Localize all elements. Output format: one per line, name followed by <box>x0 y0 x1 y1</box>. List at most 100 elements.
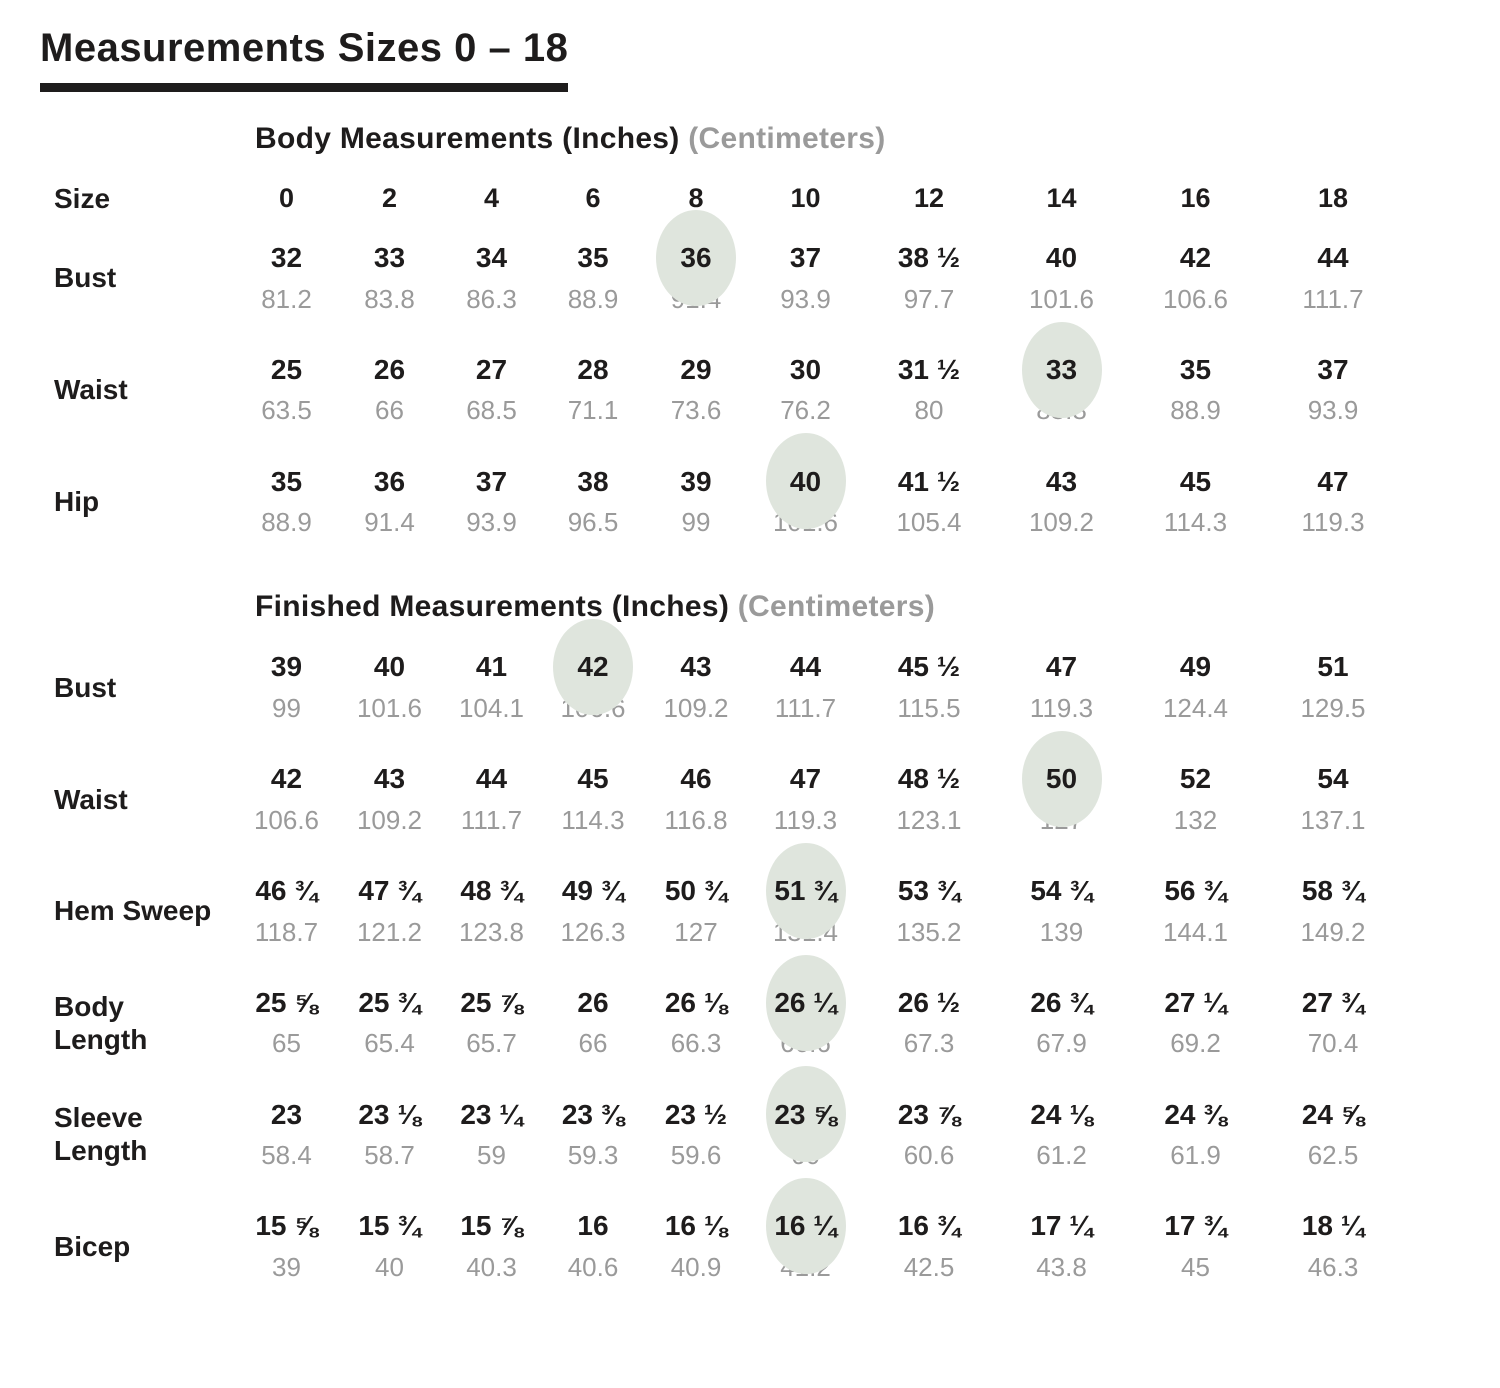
inch-value: 47 ¾ <box>358 874 421 906</box>
cm-value: 83.8 <box>364 283 415 314</box>
value-cell: 25 ⅞ 65.7 <box>441 986 542 1060</box>
inch-value: 37 <box>789 242 822 274</box>
cm-value: 116.8 <box>664 804 728 835</box>
cm-value: 96.5 <box>567 507 619 538</box>
cm-value: 63.5 <box>261 395 312 426</box>
value-cell: 38 96.5 <box>542 465 644 539</box>
inch-value: 33 <box>995 353 1128 387</box>
cm-value: 97.7 <box>903 283 955 314</box>
value-cell: 29 73.6 <box>644 353 748 427</box>
cm-value: 104.1 <box>458 692 525 723</box>
inch-value: 38 ½ <box>897 242 961 274</box>
section-heading-inches: Body Measurements (Inches) <box>255 122 689 155</box>
value-cell: 44 111.7 <box>1263 241 1403 315</box>
inch-value: 26 ½ <box>897 986 961 1018</box>
inch-value: 17 ¼ <box>1030 1210 1093 1242</box>
size-header-cell: 2 <box>338 183 441 214</box>
cm-value: 40 <box>375 1251 404 1282</box>
value-cell: 41 ½ 105.4 <box>863 465 995 539</box>
cm-value: 139 <box>1039 916 1084 947</box>
value-cell: 25 ¾ 65.4 <box>338 986 441 1060</box>
inch-value: 43 <box>1045 465 1078 497</box>
value-cell: 45 114.3 <box>542 762 644 836</box>
value-cell: 48 ½ 123.1 <box>863 762 995 836</box>
cm-value: 58.4 <box>261 1140 312 1171</box>
cm-value: 61.2 <box>1036 1140 1087 1171</box>
value-cell: 39 99 <box>235 650 338 724</box>
size-value: 2 <box>381 183 398 214</box>
value-cell: 42 106.6 <box>235 762 338 836</box>
value-cell-highlighted: 33 83.8 <box>995 353 1128 427</box>
cm-value: 88.9 <box>567 283 619 314</box>
cm-value: 65 <box>272 1028 301 1059</box>
value-cell: 53 ¾ 135.2 <box>863 874 995 948</box>
inch-value: 23 <box>270 1098 303 1130</box>
inch-value: 47 <box>1317 465 1349 497</box>
cm-value: 109.2 <box>356 804 423 835</box>
size-header-row: Size 0 2 4 6 8 10 12 14 16 18 <box>40 182 1460 215</box>
inch-value: 34 <box>475 242 508 274</box>
value-cell: 23 ⅜ 59.3 <box>542 1098 644 1172</box>
cm-value: 86.3 <box>466 283 517 314</box>
inch-value: 24 ⅜ <box>1164 1098 1227 1130</box>
value-cell: 23 ¼ 59 <box>441 1098 542 1172</box>
value-cell: 37 93.9 <box>1263 353 1403 427</box>
cm-value: 137.1 <box>1300 804 1366 835</box>
inch-value: 42 <box>270 763 303 795</box>
cm-value: 45 <box>1181 1251 1210 1282</box>
cm-value: 46.3 <box>1307 1251 1359 1282</box>
inch-value: 51 <box>1317 651 1349 683</box>
inch-value: 48 ¾ <box>460 874 523 906</box>
value-cell: 41 104.1 <box>441 650 542 724</box>
value-cell-highlighted: 42 106.6 <box>542 650 644 724</box>
inch-value: 15 ⅝ <box>255 1210 318 1242</box>
inch-value: 25 <box>270 353 303 385</box>
cm-value: 111.7 <box>460 804 523 835</box>
value-cell: 43 109.2 <box>338 762 441 836</box>
inch-value: 15 ¾ <box>358 1210 421 1242</box>
value-cell: 16 ¾ 42.5 <box>863 1209 995 1283</box>
cm-value: 123.8 <box>458 916 525 947</box>
cm-value: 119.3 <box>1029 692 1094 723</box>
size-header-cell: 6 <box>542 183 644 214</box>
inch-value: 25 ⅝ <box>255 986 318 1018</box>
section-heading-centimeters: (Centimeters) <box>737 590 936 624</box>
inch-value: 25 ⅞ <box>460 986 523 1018</box>
inch-value: 51 ¾ <box>748 874 863 908</box>
value-cell: 32 81.2 <box>235 241 338 315</box>
size-header-label: Size <box>54 183 111 214</box>
value-cell: 40 101.6 <box>338 650 441 724</box>
inch-value: 53 ¾ <box>897 874 961 906</box>
value-cell: 39 99 <box>644 465 748 539</box>
row-label: Hem Sweep <box>54 895 212 927</box>
value-cell: 26 ½ 67.3 <box>863 986 995 1060</box>
inch-value: 49 <box>1179 651 1212 683</box>
inch-value: 23 ⅞ <box>897 1098 961 1130</box>
cm-value: 67.9 <box>1036 1028 1087 1059</box>
inch-value: 26 ¾ <box>1030 986 1093 1018</box>
measurement-row: Hip 35 88.9 36 91.4 37 93.9 38 96.5 39 99 40 101.6 41… <box>40 465 1460 539</box>
value-cell: 36 91.4 <box>338 465 441 539</box>
inch-value: 25 ¾ <box>358 986 421 1018</box>
inch-value: 16 ⅛ <box>664 1210 728 1242</box>
section-heading-inches: Finished Measurements (Inches) <box>255 590 738 624</box>
inch-value: 49 ¾ <box>561 874 625 906</box>
cm-value: 121.2 <box>356 916 423 947</box>
value-cell: 15 ¾ 40 <box>338 1209 441 1283</box>
inch-value: 24 ⅛ <box>1030 1098 1093 1130</box>
value-cell: 27 68.5 <box>441 353 542 427</box>
cm-value: 67.3 <box>903 1028 955 1059</box>
value-cell: 58 ¾ 149.2 <box>1263 874 1403 948</box>
cm-value: 65.7 <box>466 1028 517 1059</box>
inch-value: 40 <box>1045 242 1078 274</box>
inch-value: 37 <box>475 465 508 497</box>
cm-value: 58.7 <box>364 1140 415 1171</box>
inch-value: 28 <box>577 353 609 385</box>
inch-value: 35 <box>577 242 609 274</box>
inch-value: 35 <box>270 465 303 497</box>
value-cell: 38 ½ 97.7 <box>863 241 995 315</box>
inch-value: 23 ¼ <box>460 1098 523 1130</box>
row-label: Body Length <box>54 990 148 1055</box>
value-cell: 43 109.2 <box>644 650 748 724</box>
value-cell: 16 40.6 <box>542 1209 644 1283</box>
